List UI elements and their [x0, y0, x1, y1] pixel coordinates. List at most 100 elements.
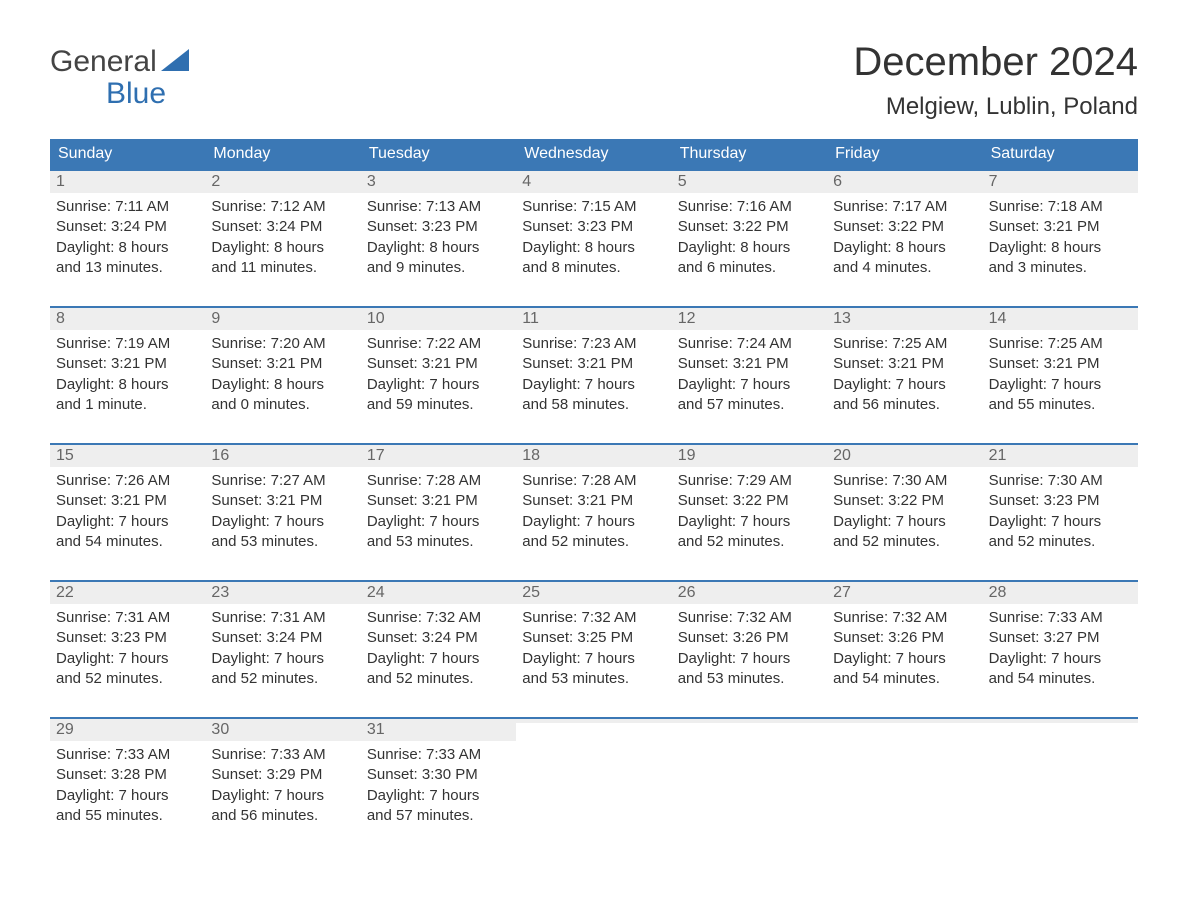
day-number: 12: [678, 310, 696, 327]
calendar-day: 31Sunrise: 7:33 AMSunset: 3:30 PMDayligh…: [361, 719, 516, 854]
day-number-row: 24: [361, 582, 516, 604]
calendar-day: 25Sunrise: 7:32 AMSunset: 3:25 PMDayligh…: [516, 582, 671, 717]
weekday-header: Friday: [827, 139, 982, 169]
sunset-text: Sunset: 3:27 PM: [989, 628, 1132, 648]
daylight-line-1: Daylight: 7 hours: [833, 512, 976, 532]
sunset-text: Sunset: 3:21 PM: [211, 491, 354, 511]
day-detail: Sunrise: 7:33 AMSunset: 3:27 PMDaylight:…: [983, 604, 1138, 689]
day-number-row: [516, 719, 671, 723]
logo-word-1: General: [50, 46, 157, 78]
daylight-line-2: and 53 minutes.: [211, 532, 354, 552]
day-detail: Sunrise: 7:24 AMSunset: 3:21 PMDaylight:…: [672, 330, 827, 415]
day-number-row: 7: [983, 171, 1138, 193]
sunset-text: Sunset: 3:21 PM: [833, 354, 976, 374]
day-number: 31: [367, 721, 385, 738]
day-detail: Sunrise: 7:18 AMSunset: 3:21 PMDaylight:…: [983, 193, 1138, 278]
calendar-day: 22Sunrise: 7:31 AMSunset: 3:23 PMDayligh…: [50, 582, 205, 717]
daylight-line-2: and 54 minutes.: [56, 532, 199, 552]
daylight-line-2: and 55 minutes.: [56, 806, 199, 826]
day-number-row: 12: [672, 308, 827, 330]
calendar-day: 20Sunrise: 7:30 AMSunset: 3:22 PMDayligh…: [827, 445, 982, 580]
day-number: 28: [989, 584, 1007, 601]
sunset-text: Sunset: 3:28 PM: [56, 765, 199, 785]
calendar: SundayMondayTuesdayWednesdayThursdayFrid…: [50, 139, 1138, 854]
sunset-text: Sunset: 3:24 PM: [367, 628, 510, 648]
weekday-header-row: SundayMondayTuesdayWednesdayThursdayFrid…: [50, 139, 1138, 169]
sunset-text: Sunset: 3:21 PM: [678, 354, 821, 374]
day-number-row: [983, 719, 1138, 723]
day-number: 17: [367, 447, 385, 464]
weekday-header: Sunday: [50, 139, 205, 169]
logo-word-2: Blue: [50, 78, 189, 110]
day-number: 16: [211, 447, 229, 464]
calendar-day: 4Sunrise: 7:15 AMSunset: 3:23 PMDaylight…: [516, 171, 671, 306]
daylight-line-2: and 52 minutes.: [367, 669, 510, 689]
sunrise-text: Sunrise: 7:28 AM: [522, 471, 665, 491]
day-detail: Sunrise: 7:32 AMSunset: 3:24 PMDaylight:…: [361, 604, 516, 689]
sunset-text: Sunset: 3:21 PM: [56, 354, 199, 374]
day-number-row: 10: [361, 308, 516, 330]
daylight-line-2: and 11 minutes.: [211, 258, 354, 278]
daylight-line-1: Daylight: 7 hours: [678, 375, 821, 395]
calendar-day: [516, 719, 671, 854]
day-number-row: 11: [516, 308, 671, 330]
day-number: 30: [211, 721, 229, 738]
sunrise-text: Sunrise: 7:25 AM: [989, 334, 1132, 354]
sunrise-text: Sunrise: 7:27 AM: [211, 471, 354, 491]
sunset-text: Sunset: 3:26 PM: [678, 628, 821, 648]
sunset-text: Sunset: 3:24 PM: [211, 217, 354, 237]
day-number-row: 25: [516, 582, 671, 604]
daylight-line-1: Daylight: 8 hours: [56, 238, 199, 258]
daylight-line-2: and 9 minutes.: [367, 258, 510, 278]
day-number: 19: [678, 447, 696, 464]
sunrise-text: Sunrise: 7:28 AM: [367, 471, 510, 491]
sunrise-text: Sunrise: 7:32 AM: [522, 608, 665, 628]
calendar-day: 8Sunrise: 7:19 AMSunset: 3:21 PMDaylight…: [50, 308, 205, 443]
daylight-line-2: and 56 minutes.: [833, 395, 976, 415]
day-number-row: 28: [983, 582, 1138, 604]
sunrise-text: Sunrise: 7:26 AM: [56, 471, 199, 491]
day-number: 5: [678, 173, 687, 190]
day-number: 11: [522, 310, 539, 327]
day-number-row: 30: [205, 719, 360, 741]
sunset-text: Sunset: 3:26 PM: [833, 628, 976, 648]
daylight-line-2: and 57 minutes.: [678, 395, 821, 415]
day-number: 25: [522, 584, 540, 601]
day-number-row: 4: [516, 171, 671, 193]
sunset-text: Sunset: 3:21 PM: [367, 354, 510, 374]
day-number-row: 2: [205, 171, 360, 193]
day-detail: Sunrise: 7:25 AMSunset: 3:21 PMDaylight:…: [827, 330, 982, 415]
calendar-day: 9Sunrise: 7:20 AMSunset: 3:21 PMDaylight…: [205, 308, 360, 443]
day-number-row: 31: [361, 719, 516, 741]
sunset-text: Sunset: 3:21 PM: [367, 491, 510, 511]
calendar-day: 1Sunrise: 7:11 AMSunset: 3:24 PMDaylight…: [50, 171, 205, 306]
day-number-row: 9: [205, 308, 360, 330]
day-detail: Sunrise: 7:17 AMSunset: 3:22 PMDaylight:…: [827, 193, 982, 278]
daylight-line-1: Daylight: 8 hours: [678, 238, 821, 258]
day-detail: Sunrise: 7:31 AMSunset: 3:23 PMDaylight:…: [50, 604, 205, 689]
day-number: 15: [56, 447, 74, 464]
daylight-line-1: Daylight: 7 hours: [211, 786, 354, 806]
daylight-line-1: Daylight: 8 hours: [367, 238, 510, 258]
sunset-text: Sunset: 3:22 PM: [833, 217, 976, 237]
sunset-text: Sunset: 3:23 PM: [989, 491, 1132, 511]
sunrise-text: Sunrise: 7:33 AM: [989, 608, 1132, 628]
day-detail: Sunrise: 7:29 AMSunset: 3:22 PMDaylight:…: [672, 467, 827, 552]
calendar-day: 21Sunrise: 7:30 AMSunset: 3:23 PMDayligh…: [983, 445, 1138, 580]
daylight-line-1: Daylight: 7 hours: [367, 649, 510, 669]
day-detail: Sunrise: 7:15 AMSunset: 3:23 PMDaylight:…: [516, 193, 671, 278]
calendar-week: 29Sunrise: 7:33 AMSunset: 3:28 PMDayligh…: [50, 717, 1138, 854]
daylight-line-2: and 56 minutes.: [211, 806, 354, 826]
daylight-line-1: Daylight: 7 hours: [833, 649, 976, 669]
calendar-week: 22Sunrise: 7:31 AMSunset: 3:23 PMDayligh…: [50, 580, 1138, 717]
day-detail: Sunrise: 7:12 AMSunset: 3:24 PMDaylight:…: [205, 193, 360, 278]
calendar-week: 8Sunrise: 7:19 AMSunset: 3:21 PMDaylight…: [50, 306, 1138, 443]
calendar-day: 26Sunrise: 7:32 AMSunset: 3:26 PMDayligh…: [672, 582, 827, 717]
day-detail: Sunrise: 7:27 AMSunset: 3:21 PMDaylight:…: [205, 467, 360, 552]
daylight-line-2: and 0 minutes.: [211, 395, 354, 415]
daylight-line-2: and 53 minutes.: [678, 669, 821, 689]
daylight-line-1: Daylight: 8 hours: [211, 238, 354, 258]
calendar-day: 27Sunrise: 7:32 AMSunset: 3:26 PMDayligh…: [827, 582, 982, 717]
calendar-day: 18Sunrise: 7:28 AMSunset: 3:21 PMDayligh…: [516, 445, 671, 580]
day-detail: Sunrise: 7:11 AMSunset: 3:24 PMDaylight:…: [50, 193, 205, 278]
